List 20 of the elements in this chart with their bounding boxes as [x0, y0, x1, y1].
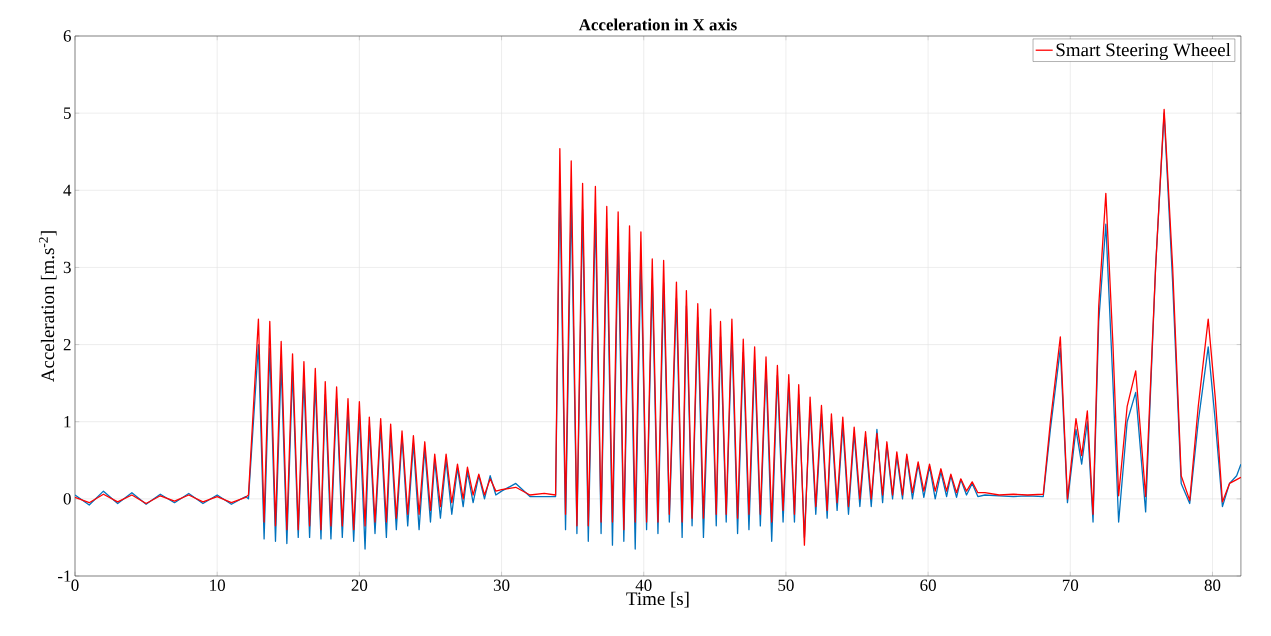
x-tick-label: 50 — [778, 579, 794, 591]
y-axis-title: Acceleration [m.s$^{-2}$] — [38, 231, 57, 383]
x-tick-label: 80 — [1204, 579, 1221, 591]
y-tick-label: 0 — [63, 493, 71, 505]
chart-title: Acceleration in X axis — [578, 18, 737, 31]
x-tick-label: 40 — [635, 579, 652, 591]
x-tick-label: 30 — [493, 579, 510, 591]
y-tick-label: 5 — [64, 107, 71, 119]
x-tick-label: 70 — [1062, 579, 1079, 591]
y-tick-label: 6 — [63, 30, 71, 42]
x-tick-label: 10 — [210, 579, 226, 591]
y-tick-label: 4 — [63, 184, 72, 196]
legend-label: Smart Steering Wheeel — [1056, 42, 1231, 61]
x-axis-title: Time [s] — [626, 591, 689, 608]
x-tick-label: 20 — [351, 579, 368, 591]
y-tick-label: 3 — [63, 261, 71, 274]
y-tick-label: 2 — [63, 338, 71, 351]
x-tick-label: 60 — [920, 579, 936, 591]
y-tick-label: -1 — [58, 570, 71, 582]
y-tick-label: 1 — [64, 416, 71, 428]
